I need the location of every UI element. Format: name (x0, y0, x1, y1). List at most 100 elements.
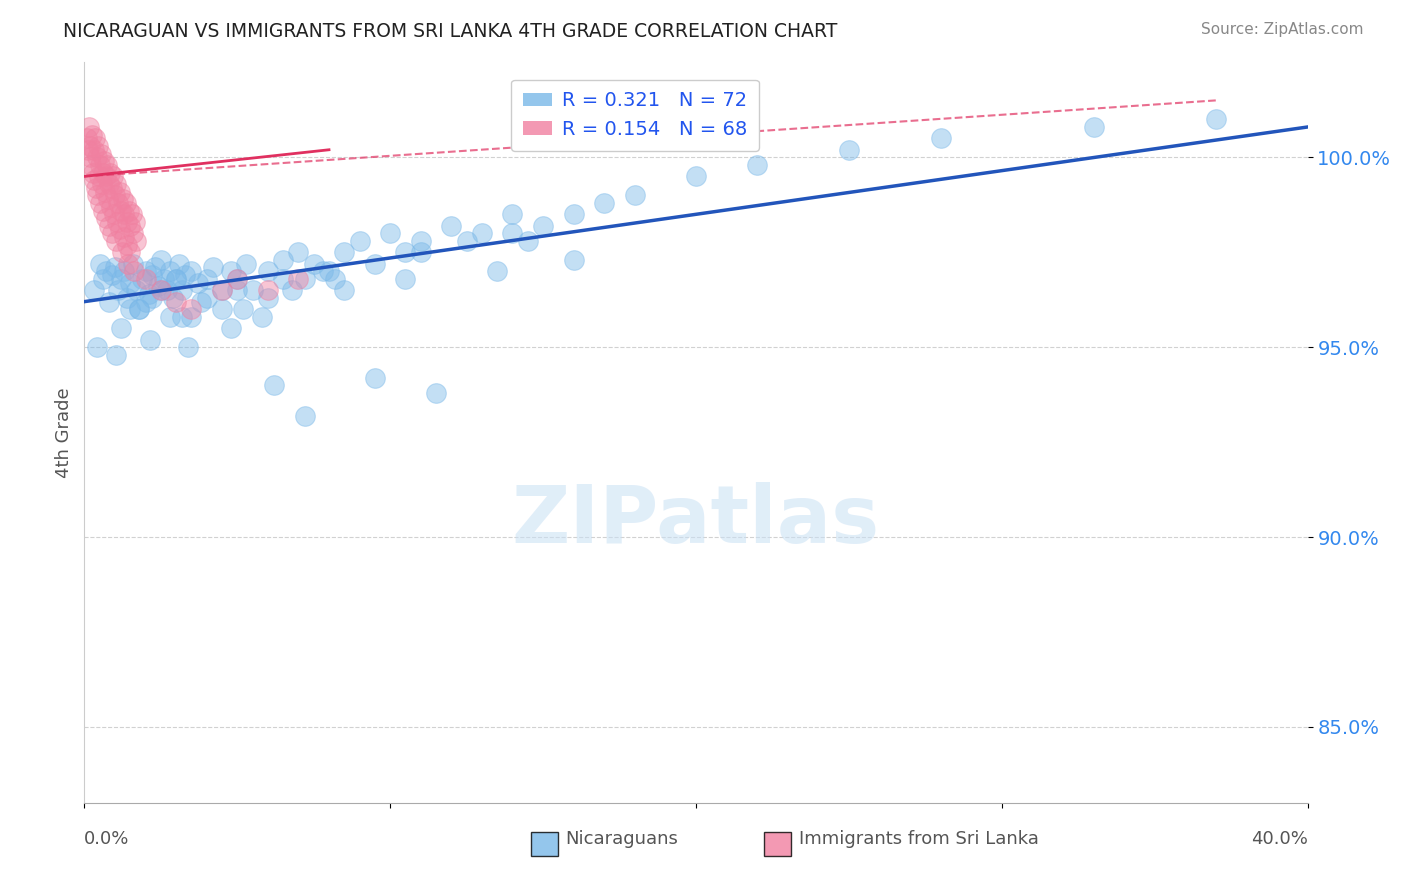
Point (120, 219, 142, 233)
Point (111, 192, 134, 206)
Point (115, 237, 138, 252)
Point (409, 245, 432, 260)
Point (105, 215, 128, 229)
Point (838, 143, 860, 157)
Point (624, 188, 647, 202)
Point (118, 245, 141, 260)
Text: Source: ZipAtlas.com: Source: ZipAtlas.com (1201, 22, 1364, 37)
Point (141, 268, 163, 282)
Point (79, 150, 101, 164)
Point (139, 333, 162, 347)
Point (107, 195, 129, 210)
Point (122, 227, 145, 241)
Point (195, 272, 218, 286)
Point (84, 131, 107, 145)
Point (143, 260, 166, 275)
Point (242, 283, 264, 297)
Point (219, 321, 242, 335)
Point (1205, 112, 1227, 127)
Point (141, 291, 163, 305)
Point (425, 385, 447, 400)
Point (94, 185, 117, 199)
Point (80, 128, 103, 142)
Point (135, 272, 157, 286)
Point (115, 291, 138, 305)
Point (167, 257, 190, 271)
Point (232, 302, 254, 317)
Point (112, 207, 135, 221)
Point (349, 234, 371, 248)
Point (105, 348, 128, 362)
Point (146, 279, 169, 293)
Point (364, 370, 387, 384)
Point (294, 272, 316, 286)
Text: NICARAGUAN VS IMMIGRANTS FROM SRI LANKA 4TH GRADE CORRELATION CHART: NICARAGUAN VS IMMIGRANTS FROM SRI LANKA … (63, 22, 838, 41)
Point (685, 169, 707, 184)
Point (201, 260, 224, 275)
Point (89, 195, 111, 210)
Point (211, 302, 233, 317)
Point (486, 264, 509, 278)
Point (156, 283, 179, 297)
Text: Nicaraguans: Nicaraguans (565, 830, 678, 847)
Point (177, 340, 200, 354)
Point (97, 177, 120, 191)
Point (125, 234, 148, 248)
Point (117, 257, 139, 271)
Point (281, 283, 304, 297)
Point (90, 146, 112, 161)
Point (89, 257, 111, 271)
Point (318, 264, 340, 278)
Point (271, 252, 294, 267)
Point (135, 294, 157, 309)
Point (257, 291, 280, 305)
Point (121, 207, 143, 221)
Point (394, 272, 416, 286)
Point (96, 158, 118, 172)
Point (84, 180, 107, 194)
Point (107, 283, 129, 297)
Point (110, 321, 132, 335)
Point (76, 131, 98, 145)
Point (211, 283, 233, 297)
Point (86, 188, 108, 202)
Point (138, 287, 160, 301)
Point (77, 120, 100, 134)
Point (114, 195, 136, 210)
Point (87, 139, 110, 153)
Point (172, 283, 194, 297)
Point (531, 219, 554, 233)
Point (104, 234, 127, 248)
Point (502, 227, 524, 241)
Point (471, 227, 494, 241)
Point (180, 302, 202, 317)
Point (180, 310, 202, 324)
Y-axis label: 4th Grade: 4th Grade (55, 387, 73, 478)
Point (77, 143, 100, 157)
Point (100, 200, 122, 214)
Point (287, 272, 309, 286)
Point (333, 245, 356, 260)
Point (562, 207, 585, 221)
Point (287, 245, 309, 260)
Point (97, 192, 120, 206)
Point (89, 158, 111, 172)
Point (112, 264, 135, 278)
Text: 40.0%: 40.0% (1251, 830, 1308, 847)
Point (593, 195, 616, 210)
Point (135, 264, 157, 278)
Point (186, 276, 208, 290)
Point (122, 257, 145, 271)
Point (110, 203, 132, 218)
Point (104, 260, 127, 275)
Point (1083, 120, 1105, 134)
Point (118, 203, 141, 218)
Point (79, 139, 101, 153)
Point (82, 165, 104, 179)
Point (271, 272, 294, 286)
Point (86, 340, 108, 354)
Point (80, 158, 103, 172)
Point (91, 177, 114, 191)
Point (323, 272, 346, 286)
Point (219, 264, 242, 278)
